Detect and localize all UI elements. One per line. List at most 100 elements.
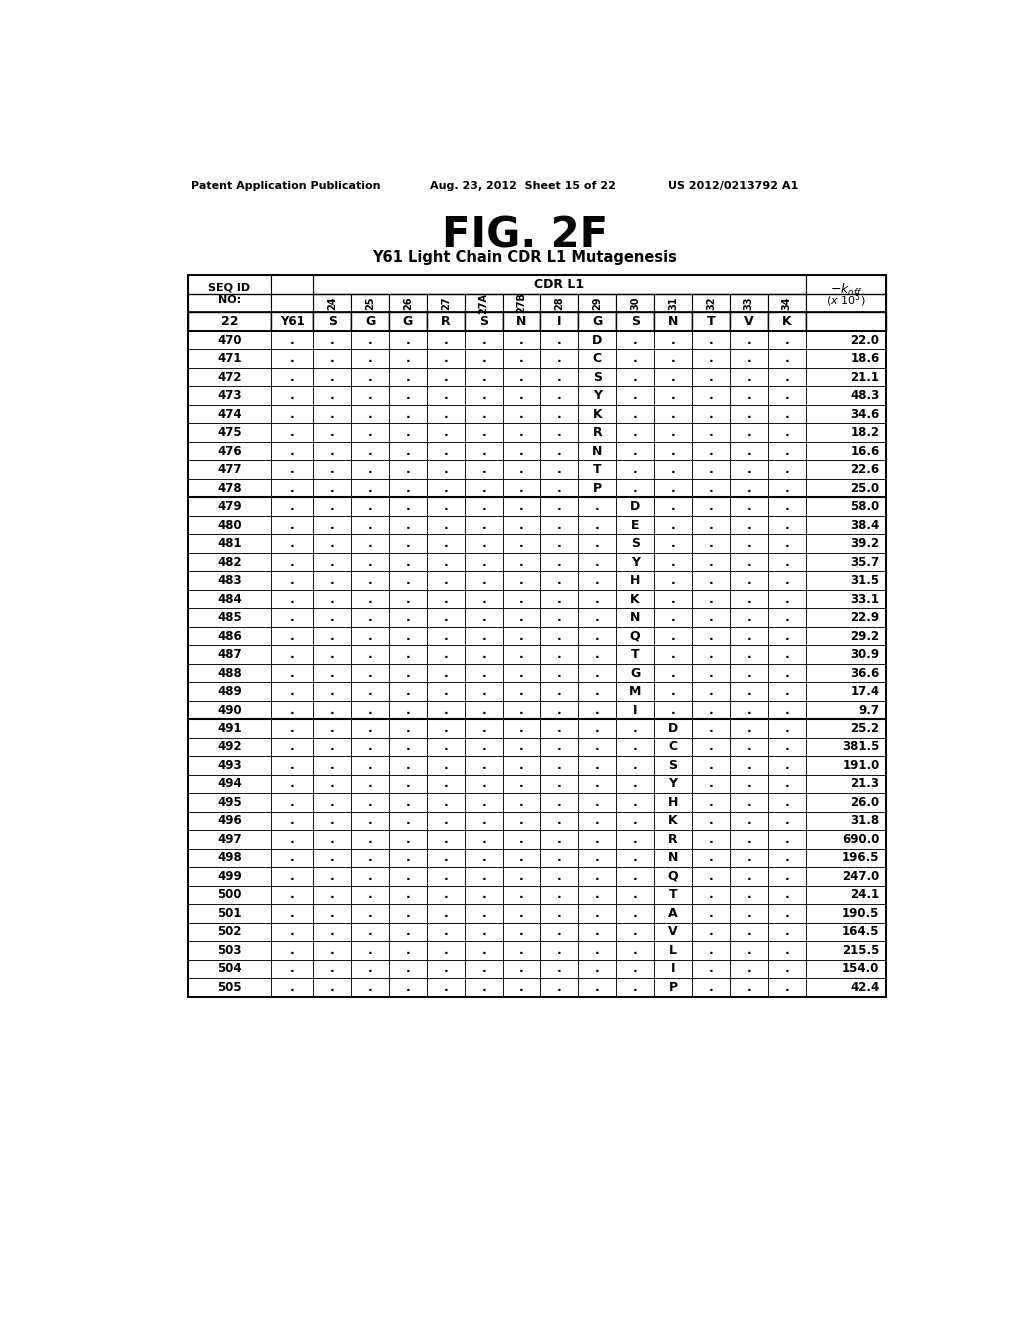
Text: .: . bbox=[671, 574, 676, 587]
Text: .: . bbox=[368, 944, 373, 957]
Text: 500: 500 bbox=[217, 888, 242, 902]
Text: .: . bbox=[671, 704, 676, 717]
Bar bbox=[351, 387, 389, 405]
Bar bbox=[730, 886, 768, 904]
Bar bbox=[654, 461, 692, 479]
Text: .: . bbox=[709, 907, 714, 920]
Text: .: . bbox=[443, 888, 449, 902]
Bar bbox=[351, 664, 389, 682]
Bar bbox=[427, 387, 465, 405]
Text: H: H bbox=[668, 796, 678, 809]
Text: .: . bbox=[481, 759, 486, 772]
Bar bbox=[692, 350, 730, 368]
Text: .: . bbox=[481, 445, 486, 458]
Text: .: . bbox=[443, 426, 449, 440]
Text: .: . bbox=[443, 833, 449, 846]
Text: 22.6: 22.6 bbox=[850, 463, 880, 477]
Text: .: . bbox=[709, 463, 714, 477]
Bar bbox=[806, 923, 886, 941]
Bar bbox=[768, 424, 806, 442]
Text: .: . bbox=[519, 722, 524, 735]
Bar bbox=[503, 904, 541, 923]
Text: .: . bbox=[709, 630, 714, 643]
Bar bbox=[503, 461, 541, 479]
Text: .: . bbox=[746, 741, 752, 754]
Bar bbox=[389, 941, 427, 960]
Bar bbox=[187, 627, 271, 645]
Text: .: . bbox=[368, 704, 373, 717]
Text: .: . bbox=[746, 593, 752, 606]
Bar bbox=[465, 350, 503, 368]
Bar bbox=[503, 775, 541, 793]
Text: .: . bbox=[481, 704, 486, 717]
Text: .: . bbox=[746, 537, 752, 550]
Text: .: . bbox=[290, 741, 295, 754]
Text: .: . bbox=[406, 426, 411, 440]
Text: N: N bbox=[668, 851, 678, 865]
Text: P: P bbox=[593, 482, 602, 495]
Bar bbox=[427, 479, 465, 498]
Text: .: . bbox=[595, 833, 600, 846]
Text: .: . bbox=[406, 888, 411, 902]
Bar bbox=[427, 350, 465, 368]
Text: .: . bbox=[709, 334, 714, 347]
Bar bbox=[768, 645, 806, 664]
Bar bbox=[465, 867, 503, 886]
Bar bbox=[730, 590, 768, 609]
Text: .: . bbox=[784, 759, 790, 772]
Text: S: S bbox=[631, 315, 640, 329]
Bar bbox=[465, 609, 503, 627]
Text: E: E bbox=[631, 519, 639, 532]
Bar bbox=[692, 535, 730, 553]
Text: .: . bbox=[746, 870, 752, 883]
Bar bbox=[654, 479, 692, 498]
Bar bbox=[730, 756, 768, 775]
Text: .: . bbox=[481, 408, 486, 421]
Text: .: . bbox=[519, 796, 524, 809]
Text: 215.5: 215.5 bbox=[842, 944, 880, 957]
Bar bbox=[271, 793, 313, 812]
Text: .: . bbox=[290, 630, 295, 643]
Text: .: . bbox=[290, 888, 295, 902]
Text: .: . bbox=[443, 648, 449, 661]
Bar bbox=[692, 793, 730, 812]
Bar bbox=[730, 516, 768, 535]
Text: .: . bbox=[557, 389, 562, 403]
Bar bbox=[806, 738, 886, 756]
Bar bbox=[806, 535, 886, 553]
Bar bbox=[730, 627, 768, 645]
Bar bbox=[616, 331, 654, 350]
Text: .: . bbox=[519, 593, 524, 606]
Text: .: . bbox=[368, 371, 373, 384]
Bar bbox=[187, 590, 271, 609]
Text: .: . bbox=[746, 796, 752, 809]
Bar bbox=[187, 331, 271, 350]
Text: 474: 474 bbox=[217, 408, 242, 421]
Bar bbox=[313, 941, 351, 960]
Text: .: . bbox=[709, 759, 714, 772]
Bar bbox=[313, 682, 351, 701]
Bar bbox=[271, 886, 313, 904]
Bar bbox=[465, 294, 503, 313]
Bar bbox=[806, 609, 886, 627]
Bar bbox=[389, 775, 427, 793]
Bar bbox=[616, 590, 654, 609]
Bar bbox=[616, 719, 654, 738]
Text: .: . bbox=[443, 741, 449, 754]
Text: .: . bbox=[519, 371, 524, 384]
Bar bbox=[616, 572, 654, 590]
Bar bbox=[427, 738, 465, 756]
Bar bbox=[579, 719, 616, 738]
Bar bbox=[768, 923, 806, 941]
Text: .: . bbox=[784, 593, 790, 606]
Text: .: . bbox=[557, 537, 562, 550]
Bar bbox=[427, 941, 465, 960]
Bar bbox=[271, 923, 313, 941]
Text: .: . bbox=[368, 593, 373, 606]
Bar bbox=[806, 313, 886, 331]
Text: .: . bbox=[557, 334, 562, 347]
Text: .: . bbox=[330, 704, 335, 717]
Bar bbox=[351, 294, 389, 313]
Text: 154.0: 154.0 bbox=[842, 962, 880, 975]
Bar bbox=[389, 331, 427, 350]
